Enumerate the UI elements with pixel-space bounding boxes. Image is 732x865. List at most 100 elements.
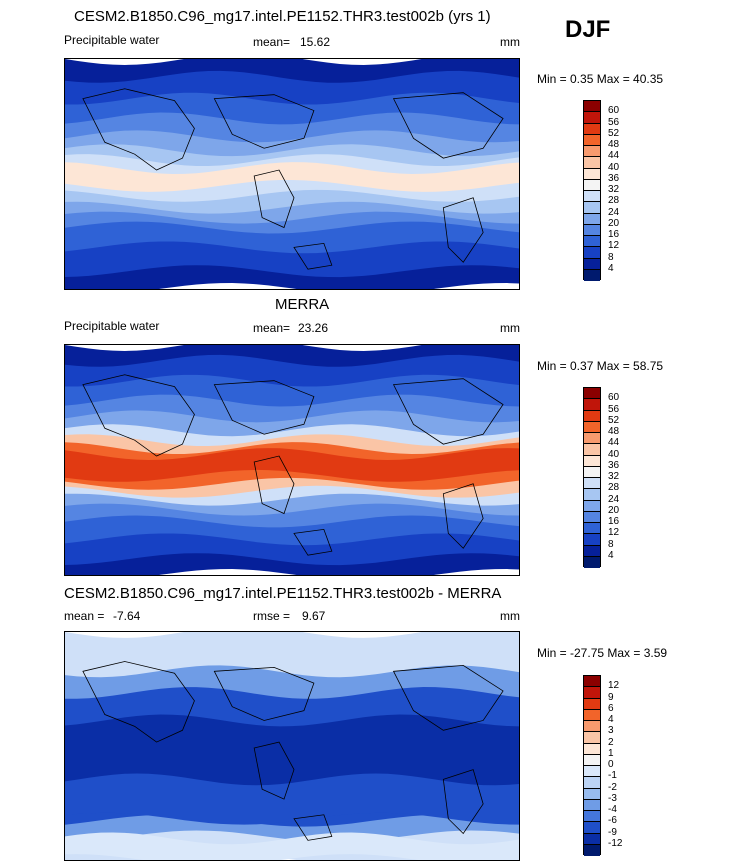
colorbar-tick-label: 48 [608,426,620,437]
panel1-mean-value: 15.62 [300,35,331,49]
colorbar-swatch [584,523,600,535]
colorbar-swatch [584,556,600,568]
colorbar-swatch [584,146,600,158]
colorbar-swatch [584,709,600,721]
colorbar-swatch [584,799,600,811]
panel3-colorbar [583,675,601,856]
colorbar-tick-label: 36 [608,172,620,184]
colorbar-swatch [584,421,600,433]
colorbar-tick-label: 60 [608,105,620,117]
colorbar-tick-label: -2 [608,781,617,793]
panel2-units: mm [500,321,520,335]
colorbar-tick-label: 28 [608,195,620,207]
panel1-map [64,58,520,290]
colorbar-tick-label: 0 [608,759,614,770]
colorbar-tick-label: 36 [608,459,620,471]
panel2-variable: Precipitable water [64,319,160,333]
colorbar-tick-label: 2 [608,736,614,748]
colorbar-swatch [584,489,600,501]
panel3-title: CESM2.B1850.C96_mg17.intel.PE1152.THR3.t… [64,585,502,602]
colorbar-tick-label: 3 [608,725,614,737]
panel1-minmax: Min = 0.35 Max = 40.35 [537,72,664,86]
colorbar-swatch [584,545,600,557]
colorbar-tick-label: 1 [608,747,614,759]
colorbar-swatch [584,179,600,191]
panel1-mean-label: mean= [253,35,291,49]
colorbar-tick-label: 4 [608,262,614,274]
colorbar-swatch [584,811,600,823]
colorbar-tick-label: 24 [608,493,620,505]
panel3-minmax: Min = -27.75 Max = 3.59 [537,646,668,660]
colorbar-tick-label: 16 [608,229,620,240]
colorbar-swatch [584,213,600,225]
colorbar-swatch [584,844,600,856]
panel1-units: mm [500,35,520,49]
panel3-mean-value: -7.64 [113,609,141,623]
colorbar-tick-label: 24 [608,206,620,218]
panel3-map [64,631,520,861]
colorbar-tick-label: 20 [608,504,620,516]
colorbar-tick-label: -6 [608,815,617,827]
colorbar-tick-label: 32 [608,184,620,195]
colorbar-swatch [584,788,600,800]
colorbar-swatch [584,134,600,146]
colorbar-swatch [584,410,600,422]
colorbar-swatch [584,721,600,733]
colorbar-tick-label: 28 [608,482,620,494]
colorbar-tick-label: 8 [608,251,614,263]
colorbar-tick-label: -9 [608,826,617,838]
panel2-title: MERRA [275,296,330,313]
colorbar-swatch [584,399,600,411]
colorbar-tick-label: 16 [608,516,620,527]
colorbar-tick-label: 40 [608,448,620,460]
colorbar-tick-label: 4 [608,549,614,561]
colorbar-swatch [584,444,600,456]
colorbar-tick-label: 40 [608,161,620,173]
colorbar-swatch [584,777,600,789]
panel2-map [64,344,520,576]
colorbar-tick-label: -1 [608,770,617,782]
colorbar-tick-label: 60 [608,392,620,404]
colorbar-swatch [584,433,600,445]
panel3-rmse-value: 9.67 [302,609,326,623]
colorbar-tick-label: -3 [608,792,617,804]
colorbar-tick-label: 44 [608,437,620,449]
colorbar-swatch [584,269,600,281]
panel3-units: mm [500,609,520,623]
colorbar-tick-label: 12 [608,240,620,252]
colorbar-tick-label: 44 [608,150,620,162]
colorbar-tick-label: 56 [608,116,620,128]
colorbar-swatch [584,247,600,259]
colorbar-tick-label: 12 [608,680,620,692]
colorbar-swatch [584,466,600,478]
colorbar-tick-label: 12 [608,527,620,539]
colorbar-swatch [584,511,600,523]
colorbar-swatch [584,455,600,467]
colorbar-swatch [584,112,600,124]
panel2-mean-label: mean= [253,321,291,335]
colorbar-tick-label: 32 [608,471,620,482]
colorbar-swatch [584,258,600,270]
panel2-mean-value: 23.26 [298,321,329,335]
colorbar-tick-label: 9 [608,691,614,703]
colorbar-swatch [584,754,600,766]
colorbar-swatch [584,500,600,512]
colorbar-tick-label: 6 [608,702,614,714]
colorbar-swatch [584,478,600,490]
colorbar-tick-label: 52 [608,127,620,139]
colorbar-swatch [584,534,600,546]
panel3-rmse-label: rmse = [253,609,291,623]
colorbar-tick-label: -12 [608,837,623,849]
colorbar-tick-label: 48 [608,139,620,150]
colorbar-swatch [584,687,600,699]
colorbar-swatch [584,191,600,203]
panel3-mean-label: mean = [64,609,105,623]
colorbar-swatch [584,202,600,214]
colorbar-tick-label: 8 [608,538,614,550]
panel2-minmax: Min = 0.37 Max = 58.75 [537,359,664,373]
colorbar-swatch [584,388,600,400]
colorbar-tick-label: 4 [608,714,614,725]
colorbar-swatch [584,236,600,248]
season-label: DJF [565,16,611,43]
colorbar-tick-label: 20 [608,217,620,229]
